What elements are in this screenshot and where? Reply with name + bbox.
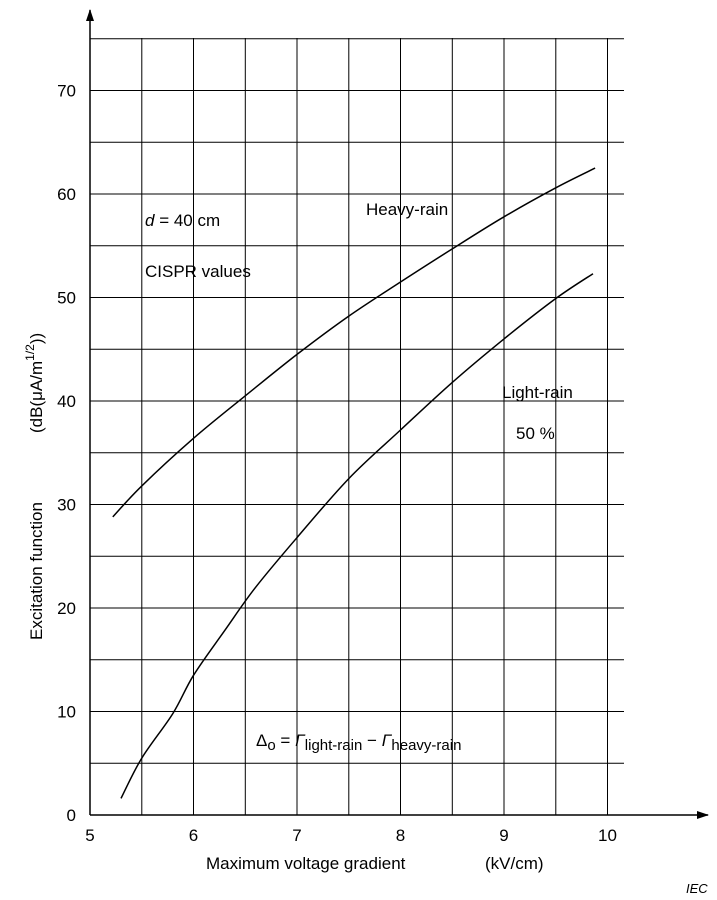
y-axis-title: Excitation function	[27, 502, 46, 640]
y-tick-label: 50	[57, 289, 76, 308]
formula-eq: =	[276, 731, 295, 750]
formula-gamma-heavy: Γ	[382, 731, 393, 750]
y-axis-unit: (dB(μA/m1/2))	[23, 333, 46, 433]
formula-annotation: Δo = Γlight-rain − Γheavy-rain	[256, 731, 461, 754]
y-axis-unit-sup: 1/2	[23, 344, 37, 361]
y-tick-label: 30	[57, 496, 76, 515]
grid	[90, 38, 624, 815]
heavy-rain-label: Heavy-rain	[366, 200, 448, 219]
y-tick-labels: 0 10 20 30 40 50 60 70	[57, 82, 76, 826]
formula-minus: −	[362, 731, 381, 750]
formula-delta-sub: o	[267, 737, 275, 754]
x-tick-label: 5	[85, 826, 94, 845]
iec-source-mark: IEC	[686, 881, 708, 896]
formula-sub-light: light-rain	[305, 737, 363, 754]
x-axis-unit: (kV/cm)	[485, 854, 544, 873]
y-tick-label: 20	[57, 599, 76, 618]
x-tick-labels: 5 6 7 8 9 10	[85, 826, 617, 845]
x-tick-label: 7	[292, 826, 301, 845]
y-tick-label: 0	[67, 806, 76, 825]
x-tick-label: 10	[598, 826, 617, 845]
y-tick-label: 70	[57, 82, 76, 101]
gap-symbol: d	[145, 211, 155, 230]
y-axis-unit-suffix: ))	[27, 333, 46, 344]
y-tick-label: 10	[57, 703, 76, 722]
series-line-light-rain	[120, 273, 594, 799]
x-tick-label: 9	[499, 826, 508, 845]
formula-sub-heavy: heavy-rain	[391, 737, 461, 754]
x-tick-label: 8	[396, 826, 405, 845]
y-tick-label: 60	[57, 185, 76, 204]
x-axis-title: Maximum voltage gradient	[206, 854, 406, 873]
x-tick-label: 6	[189, 826, 198, 845]
formula-gamma-light: Γ	[295, 731, 306, 750]
formula-delta: Δ	[256, 731, 267, 750]
series-line-heavy-rain	[112, 167, 596, 518]
gap-value: = 40 cm	[154, 211, 220, 230]
y-tick-label: 40	[57, 392, 76, 411]
series-lines	[112, 167, 596, 799]
y-axis-unit-prefix: (dB(μA/m	[27, 361, 46, 433]
cispr-annotation: CISPR values	[145, 262, 251, 281]
light-rain-label: Light-rain	[502, 383, 573, 402]
light-rain-percent: 50 %	[516, 424, 555, 443]
gap-annotation: d = 40 cm	[145, 211, 220, 230]
